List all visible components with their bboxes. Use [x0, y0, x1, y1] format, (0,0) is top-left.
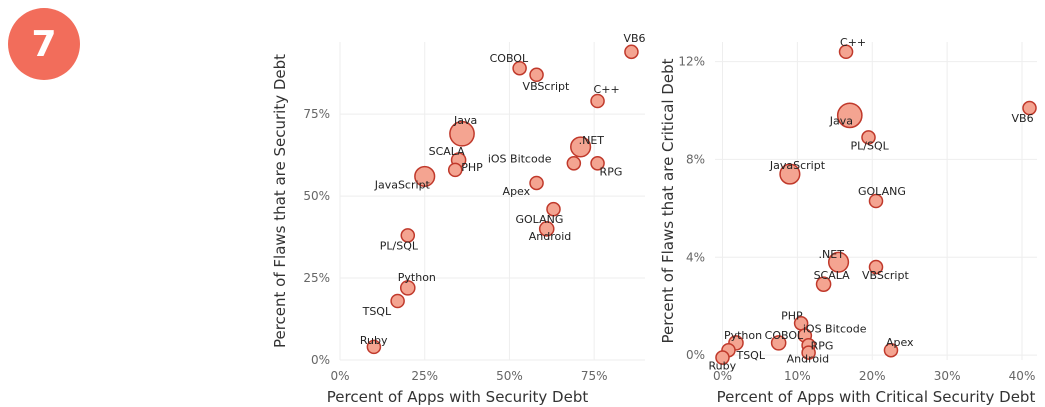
x-tick-label: 20% [859, 369, 886, 383]
point-label: Apex [886, 336, 914, 349]
data-point-tsql [390, 293, 405, 309]
point-label: RPG [600, 165, 623, 178]
data-point-ios-bitcode [566, 156, 582, 171]
data-point-pl-sql [861, 130, 876, 145]
point-label: iOS Bitcode [803, 323, 867, 336]
point-label: PL/SQL [380, 239, 419, 252]
point-label: VB6 [623, 32, 645, 45]
point-label: GOLANG [516, 213, 564, 226]
data-point-rpg [590, 156, 605, 171]
y-tick-label: 25% [303, 271, 330, 285]
point-label: C++ [840, 36, 866, 49]
x-tick-label: 30% [934, 369, 961, 383]
data-point-javascript [779, 163, 801, 185]
security-debt-scatter-chart: 0% 25% 50% 75% 0% 25% 50% 75% Percent of Apps wi… [271, 32, 646, 406]
data-point-vbscript [868, 259, 884, 275]
point-label: SCALA [814, 269, 851, 282]
point-label: PHP [461, 161, 483, 174]
data-point-golang [868, 193, 884, 209]
data-point-pl-sql [400, 228, 416, 243]
x-axis-title: Percent of Apps with Critical Security D… [717, 388, 1036, 406]
point-label: VBScript [523, 80, 570, 93]
point-label: PL/SQL [851, 139, 890, 152]
data-point-android [801, 345, 816, 360]
step-number: 7 [31, 23, 57, 65]
data-point-golang [546, 201, 561, 217]
point-label: JavaScript [374, 178, 431, 191]
data-point-vb6 [1022, 100, 1037, 116]
data-point-python [399, 280, 416, 296]
step-number-badge: 7 [8, 8, 80, 80]
x-tick-label: 0% [330, 369, 349, 383]
y-tick-label: 12% [678, 55, 705, 69]
y-axis-title: Percent of Flaws that are Critical Debt [659, 58, 677, 343]
data-point-apex [529, 175, 544, 191]
point-label: C++ [594, 83, 620, 96]
point-label: .NET [819, 248, 845, 261]
y-tick-label: 75% [303, 107, 330, 121]
point-label: COBOL [765, 329, 804, 342]
point-label: TSQL [735, 349, 765, 362]
point-label: Java [829, 114, 853, 127]
data-point-android [538, 221, 555, 237]
data-point--net [827, 251, 850, 273]
data-point-scala [815, 276, 832, 292]
data-point-javascript [414, 165, 436, 188]
point-label: iOS Bitcode [488, 152, 552, 165]
y-tick-label: 50% [303, 189, 330, 203]
point-label: Ruby [708, 360, 736, 373]
point-label: Android [529, 230, 572, 243]
point-label: COBOL [490, 52, 529, 65]
x-tick-label: 10% [784, 369, 811, 383]
point-label: Android [787, 353, 830, 366]
data-point-cobol [770, 335, 787, 351]
data-point-c- [838, 44, 854, 60]
y-tick-label: 4% [686, 250, 705, 264]
y-tick-label: 0% [311, 353, 330, 367]
point-label: .NET [579, 134, 605, 147]
point-label: Python [724, 329, 762, 342]
data-point--net [570, 136, 592, 158]
point-label: PHP [781, 309, 803, 322]
point-label: Python [398, 271, 436, 284]
data-point-ruby [715, 350, 730, 365]
x-tick-label: 0% [713, 369, 732, 383]
x-axis-title: Percent of Apps with Security Debt [327, 388, 589, 406]
point-label: Apex [503, 185, 531, 198]
data-point-apex [883, 342, 899, 358]
y-tick-label: 8% [686, 152, 705, 166]
y-axis-title: Percent of Flaws that are Security Debt [271, 54, 289, 348]
point-label: VBScript [862, 269, 909, 282]
data-point-java [836, 102, 863, 129]
point-label: Ruby [360, 334, 388, 347]
x-tick-label: 40% [1009, 369, 1036, 383]
point-label: Java [453, 114, 477, 127]
critical-debt-scatter-chart: 0% 10% 20% 30% 40% 0% 4% 8% 12% Percent of Apps w… [659, 36, 1037, 406]
data-point-java [449, 120, 475, 147]
x-tick-label: 50% [496, 369, 523, 383]
data-point-php [447, 162, 463, 178]
data-point-cobol [512, 60, 527, 76]
x-tick-label: 25% [411, 369, 438, 383]
point-label: SCALA [429, 145, 466, 158]
data-point-vb6 [624, 44, 639, 60]
y-tick-label: 0% [686, 348, 705, 362]
point-label: JavaScript [769, 159, 826, 172]
point-label: RPG [811, 339, 834, 352]
x-tick-label: 75% [581, 369, 608, 383]
grid [715, 42, 1037, 360]
point-label: VB6 [1012, 112, 1034, 125]
point-label: GOLANG [858, 185, 906, 198]
point-label: TSQL [362, 305, 392, 318]
data-point-c- [590, 93, 605, 109]
data-point-vbscript [529, 67, 544, 83]
data-point-ruby [366, 339, 382, 355]
